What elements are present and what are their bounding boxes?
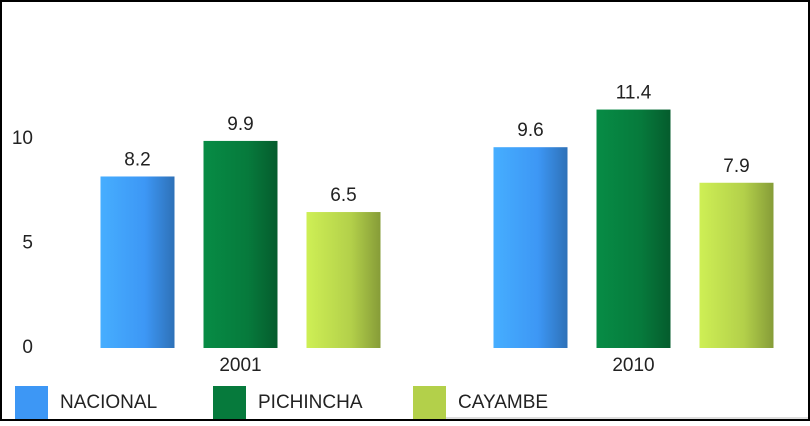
- y-tick-label: 0: [22, 337, 33, 358]
- bar: [596, 109, 671, 348]
- bar: [306, 212, 381, 348]
- bar: [100, 176, 175, 348]
- y-tick-label: 5: [22, 232, 33, 253]
- y-tick-label: 10: [12, 128, 33, 149]
- bar: [699, 182, 774, 348]
- legend-label: CAYAMBE: [458, 392, 548, 413]
- legend-swatch: [413, 386, 446, 419]
- value-label: 11.4: [616, 83, 652, 104]
- value-label: 8.2: [124, 149, 150, 170]
- x-tick-label: 2010: [612, 355, 654, 376]
- x-tick-label: 2001: [219, 355, 261, 376]
- value-label: 9.9: [227, 114, 253, 135]
- bar: [493, 147, 568, 348]
- bar: [203, 140, 278, 348]
- value-label: 7.9: [723, 156, 749, 177]
- legend-label: PICHINCHA: [258, 392, 363, 413]
- legend-label: NACIONAL: [60, 392, 157, 413]
- value-label: 9.6: [517, 120, 543, 141]
- legend-swatch: [213, 386, 246, 419]
- value-label: 6.5: [330, 185, 356, 206]
- legend-swatch: [15, 386, 48, 419]
